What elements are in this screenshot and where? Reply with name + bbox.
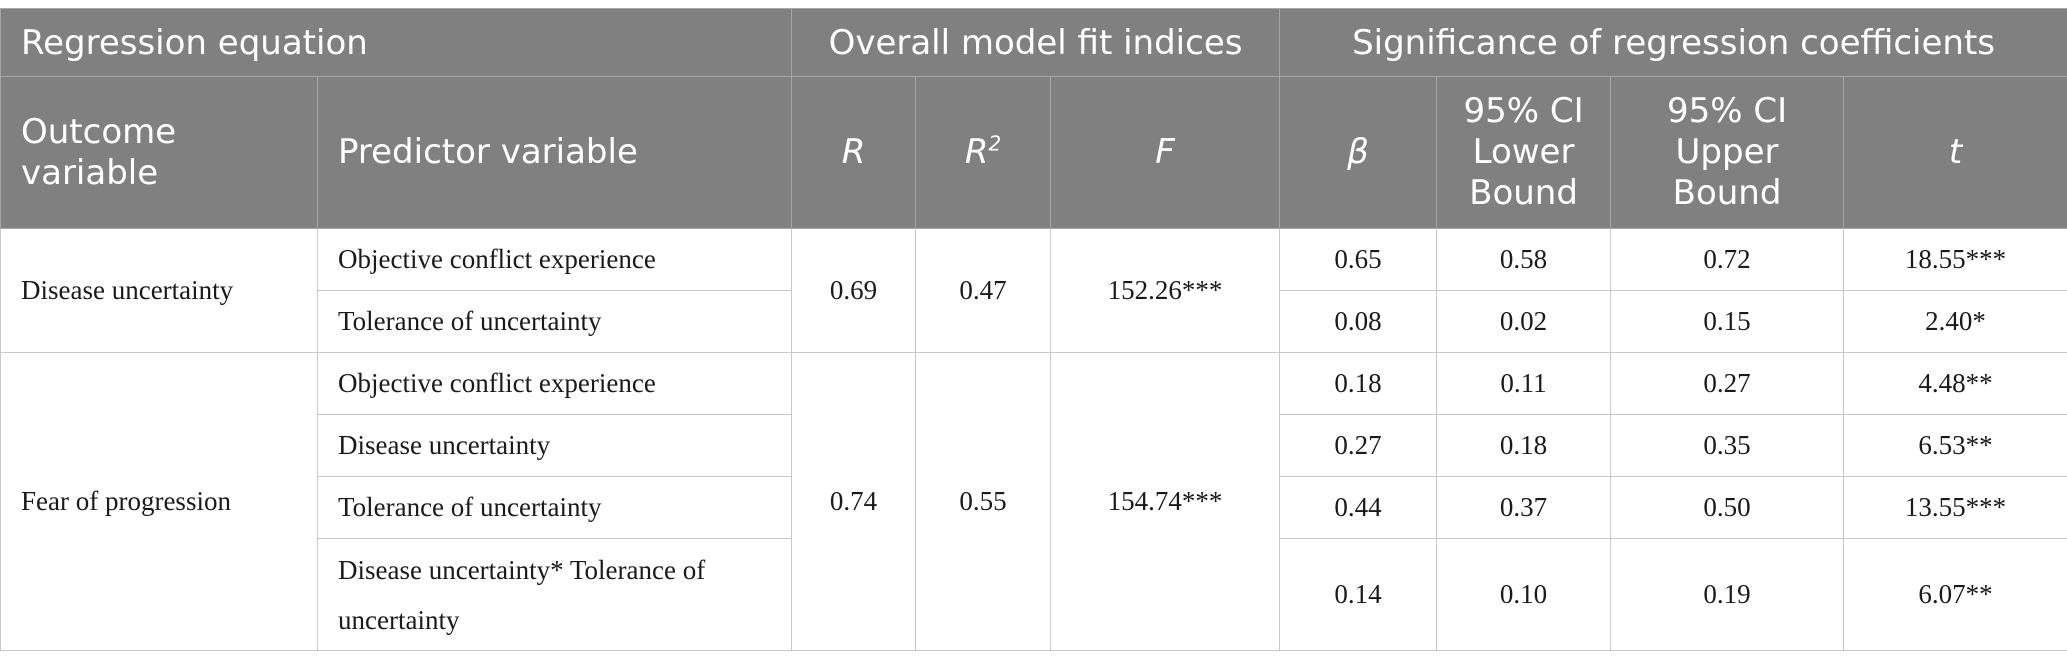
table-row: Tolerance of uncertainty 0.44 0.37 0.50 … xyxy=(1,476,2067,539)
beta-cell: 0.44 xyxy=(1279,476,1438,539)
header-significance: Significance of regression coefficients xyxy=(1279,8,2067,77)
ci-upper-cell: 0.15 xyxy=(1610,290,1845,353)
header-ci-lower: 95% CI Lower Bound xyxy=(1436,76,1612,229)
header-r2: R2 xyxy=(915,76,1052,229)
t-cell: 2.40* xyxy=(1843,290,2067,353)
r-cell: 0.69 xyxy=(791,228,917,353)
t-cell: 13.55*** xyxy=(1843,476,2067,539)
f-cell: 152.26*** xyxy=(1050,228,1281,353)
outcome-cell: Fear of progression xyxy=(0,352,318,651)
ci-lower-cell: 0.11 xyxy=(1436,352,1612,415)
beta-cell: 0.27 xyxy=(1279,414,1438,477)
beta-cell: 0.14 xyxy=(1279,538,1438,651)
predictor-cell: Objective conflict experience xyxy=(316,228,793,291)
header-row-columns: Outcome variable Predictor variable R R2… xyxy=(0,76,2067,229)
predictor-cell: Disease uncertainty xyxy=(316,414,793,477)
header-predictor-variable: Predictor variable xyxy=(316,76,793,229)
ci-lower-cell: 0.37 xyxy=(1436,476,1612,539)
header-beta: β xyxy=(1279,76,1438,229)
beta-cell: 0.65 xyxy=(1279,228,1438,291)
ci-upper-cell: 0.72 xyxy=(1610,228,1845,291)
predictor-cell: Tolerance of uncertainty xyxy=(316,290,793,353)
t-cell: 18.55*** xyxy=(1843,228,2067,291)
t-cell: 6.53** xyxy=(1843,414,2067,477)
regression-table: Regression equation Overall model fit in… xyxy=(0,8,2067,651)
ci-upper-cell: 0.50 xyxy=(1610,476,1845,539)
table-row: Disease uncertainty* Tolerance of uncerta… xyxy=(1,538,2067,651)
header-r: R xyxy=(791,76,917,229)
outcome-cell: Disease uncertainty xyxy=(0,228,318,353)
table-row: Disease uncertainty Objective conflict e… xyxy=(0,228,2067,353)
beta-cell: 0.08 xyxy=(1279,290,1438,353)
header-outcome-variable: Outcome variable xyxy=(0,76,318,229)
predictor-cell: Tolerance of uncertainty xyxy=(316,476,793,539)
f-cell: 154.74*** xyxy=(1050,352,1281,651)
table-row: Fear of progression Objective conflict e… xyxy=(0,352,2067,651)
ci-lower-cell: 0.02 xyxy=(1436,290,1612,353)
header-t: t xyxy=(1843,76,2067,229)
t-cell: 4.48** xyxy=(1843,352,2067,415)
ci-lower-cell: 0.58 xyxy=(1436,228,1612,291)
r2-cell: 0.55 xyxy=(915,352,1052,651)
ci-lower-cell: 0.18 xyxy=(1436,414,1612,477)
ci-upper-cell: 0.19 xyxy=(1610,538,1845,651)
header-regression-equation: Regression equation xyxy=(0,8,793,77)
table-row: Disease uncertainty 0.27 0.18 0.35 6.53*… xyxy=(1,414,2067,477)
beta-cell: 0.18 xyxy=(1279,352,1438,415)
ci-upper-cell: 0.27 xyxy=(1610,352,1845,415)
t-cell: 6.07** xyxy=(1843,538,2067,651)
header-ci-upper: 95% CI Upper Bound xyxy=(1610,76,1845,229)
r-cell: 0.74 xyxy=(791,352,917,651)
header-f: F xyxy=(1050,76,1281,229)
r2-cell: 0.47 xyxy=(915,228,1052,353)
header-overall-fit: Overall model fit indices xyxy=(791,8,1281,77)
ci-lower-cell: 0.10 xyxy=(1436,538,1612,651)
predictor-cell: Disease uncertainty* Tolerance of uncerta… xyxy=(316,538,793,651)
header-row-top: Regression equation Overall model fit in… xyxy=(0,8,2067,77)
ci-upper-cell: 0.35 xyxy=(1610,414,1845,477)
predictor-cell: Objective conflict experience xyxy=(316,352,793,415)
